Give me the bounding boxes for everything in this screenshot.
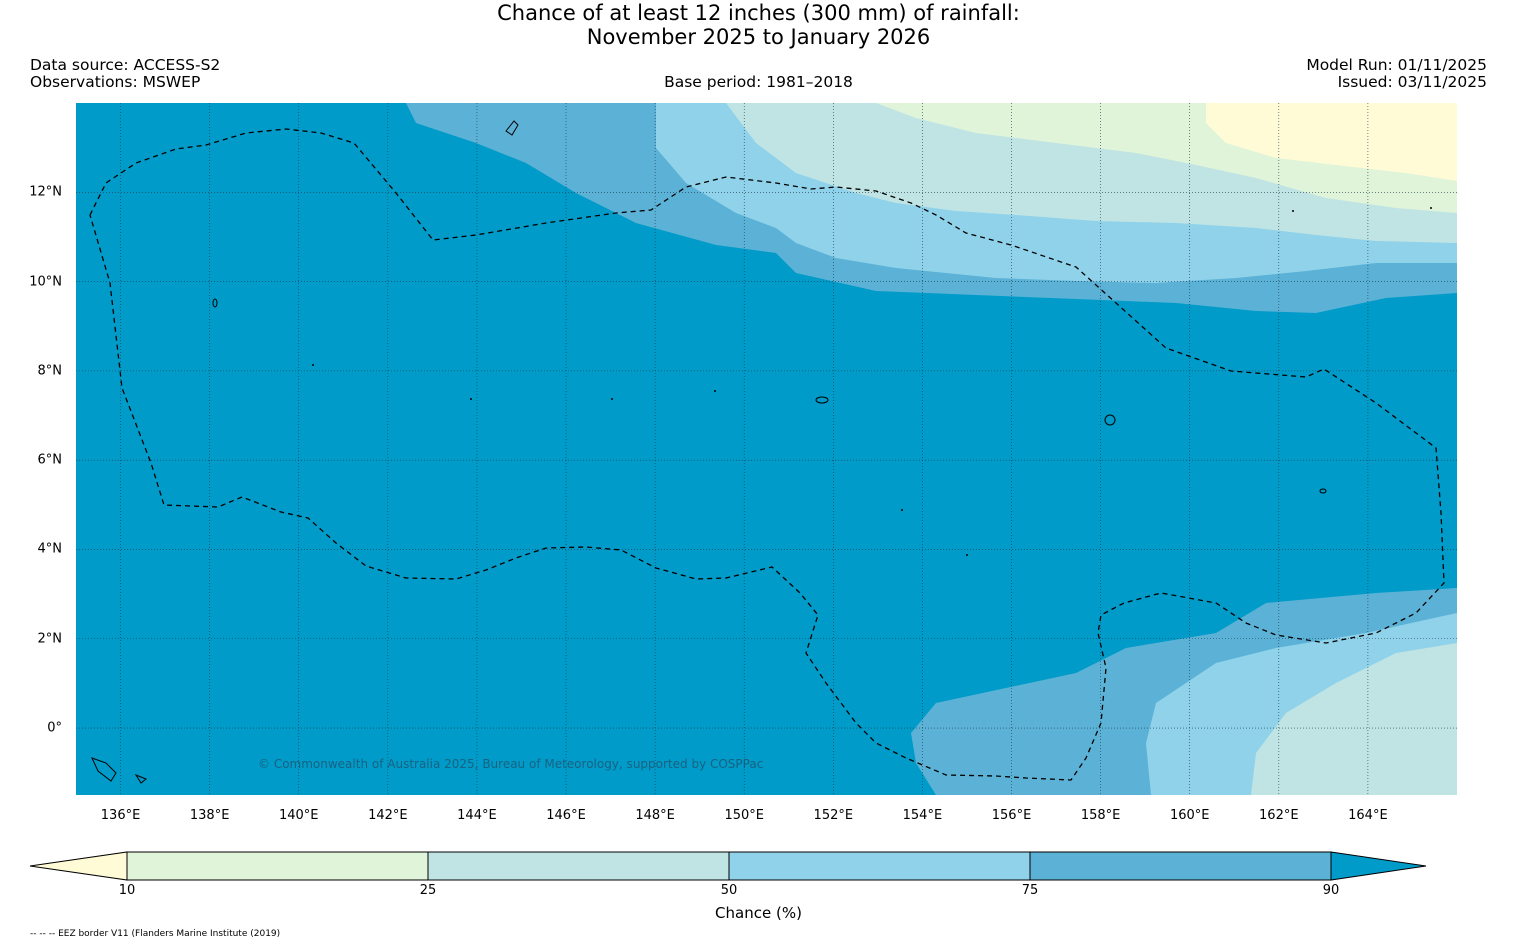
colorbar <box>29 851 1427 881</box>
y-tick-label: 2°N <box>37 631 63 647</box>
map-title-line2: November 2025 to January 2026 <box>586 25 931 49</box>
islet-dots <box>312 207 1432 556</box>
island-chuuk <box>815 396 829 404</box>
issued-date: Issued: 03/11/2025 <box>1337 73 1487 91</box>
x-tick-label: 136°E <box>100 808 141 823</box>
x-tick-label: 140°E <box>278 808 319 823</box>
x-tick-label: 142°E <box>368 808 408 823</box>
island-pohnpei <box>1104 414 1116 426</box>
model-run: Model Run: 01/11/2025 <box>1306 56 1487 74</box>
y-tick-label: 10°N <box>29 274 62 290</box>
rainfall-probability-map <box>76 103 1457 795</box>
x-tick-label: 164°E <box>1348 808 1388 823</box>
x-tick-label: 160°E <box>1169 808 1210 823</box>
base-period: Base period: 1981–2018 <box>664 73 853 91</box>
colorbar-bin-10-25 <box>126 851 429 881</box>
x-tick-label: 148°E <box>635 808 675 823</box>
y-tick-label: 0° <box>47 720 62 736</box>
island-kosrae <box>1319 488 1327 494</box>
map-title-line1: Chance of at least 12 inches (300 mm) of… <box>497 1 1020 25</box>
observations: Observations: MSWEP <box>30 73 201 91</box>
colorbar-bin-50-75 <box>728 851 1031 881</box>
x-tick-label: 150°E <box>724 808 764 823</box>
island-guam <box>505 120 519 136</box>
island-manus <box>134 773 147 784</box>
colorbar-bin-75-90 <box>1029 851 1332 881</box>
colorbar-label-75: 75 <box>1021 883 1039 898</box>
zone-under-10-north <box>1206 103 1457 181</box>
colorbar-label-90: 90 <box>1322 883 1340 898</box>
colorbar-label-10: 10 <box>118 883 136 898</box>
colorbar-title: Chance (%) <box>715 904 802 922</box>
colorbar-label-50: 50 <box>720 883 738 898</box>
zone-25-50-south <box>1251 643 1457 795</box>
y-tick-label: 8°N <box>37 363 63 379</box>
x-tick-label: 146°E <box>546 808 586 823</box>
colorbar-label-25: 25 <box>419 883 437 898</box>
data-source: Data source: ACCESS-S2 <box>30 56 221 74</box>
gridlines <box>76 103 1457 795</box>
y-tick-label: 4°N <box>37 541 63 557</box>
islands <box>91 120 1327 784</box>
island-new-guinea <box>91 757 117 782</box>
colorbar-bin-25-50 <box>427 851 730 881</box>
y-tick-label: 12°N <box>29 184 62 200</box>
x-tick-label: 138°E <box>189 808 230 823</box>
island-yap <box>212 298 218 308</box>
x-tick-label: 144°E <box>457 808 497 823</box>
x-tick-label: 156°E <box>991 808 1032 823</box>
x-tick-label: 154°E <box>902 808 943 823</box>
x-tick-label: 158°E <box>1080 808 1121 823</box>
eez-border <box>89 128 1445 781</box>
copyright-notice: © Commonwealth of Australia 2025, Bureau… <box>258 757 764 771</box>
colorbar-bin-over-90 <box>1330 851 1427 881</box>
x-tick-label: 152°E <box>813 808 854 823</box>
colorbar-bin-under-10 <box>29 851 128 881</box>
eez-footnote: -- -- -- EEZ border V11 (Flanders Marine… <box>30 929 281 939</box>
y-tick-label: 6°N <box>37 452 63 468</box>
x-tick-label: 162°E <box>1259 808 1299 823</box>
